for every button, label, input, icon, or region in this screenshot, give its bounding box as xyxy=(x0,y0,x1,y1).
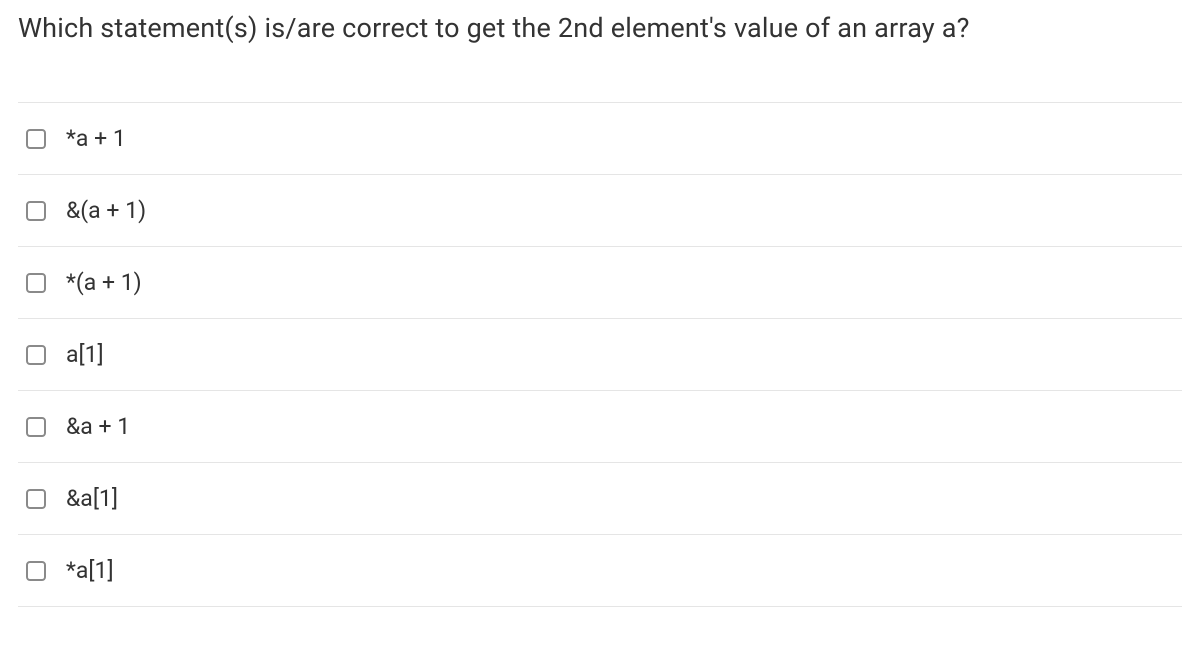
option-checkbox-3[interactable] xyxy=(26,345,46,365)
option-row[interactable]: a[1] xyxy=(18,319,1182,391)
options-list: *a + 1 &(a + 1) *(a + 1) a[1] &a + 1 &a[… xyxy=(18,102,1182,607)
option-label: *a[1] xyxy=(66,557,114,584)
option-checkbox-1[interactable] xyxy=(26,201,46,221)
option-label: a[1] xyxy=(66,341,104,368)
option-label: *(a + 1) xyxy=(66,269,142,296)
option-label: &a[1] xyxy=(66,485,118,512)
option-label: &a + 1 xyxy=(66,413,130,440)
option-row[interactable]: &(a + 1) xyxy=(18,175,1182,247)
option-row[interactable]: *a[1] xyxy=(18,535,1182,607)
question-text: Which statement(s) is/are correct to get… xyxy=(18,12,1182,44)
option-row[interactable]: *a + 1 xyxy=(18,103,1182,175)
option-checkbox-0[interactable] xyxy=(26,129,46,149)
option-checkbox-5[interactable] xyxy=(26,489,46,509)
option-label: *a + 1 xyxy=(66,125,126,152)
option-checkbox-4[interactable] xyxy=(26,417,46,437)
option-checkbox-2[interactable] xyxy=(26,273,46,293)
option-row[interactable]: &a[1] xyxy=(18,463,1182,535)
option-checkbox-6[interactable] xyxy=(26,561,46,581)
option-label: &(a + 1) xyxy=(66,197,146,224)
option-row[interactable]: *(a + 1) xyxy=(18,247,1182,319)
option-row[interactable]: &a + 1 xyxy=(18,391,1182,463)
